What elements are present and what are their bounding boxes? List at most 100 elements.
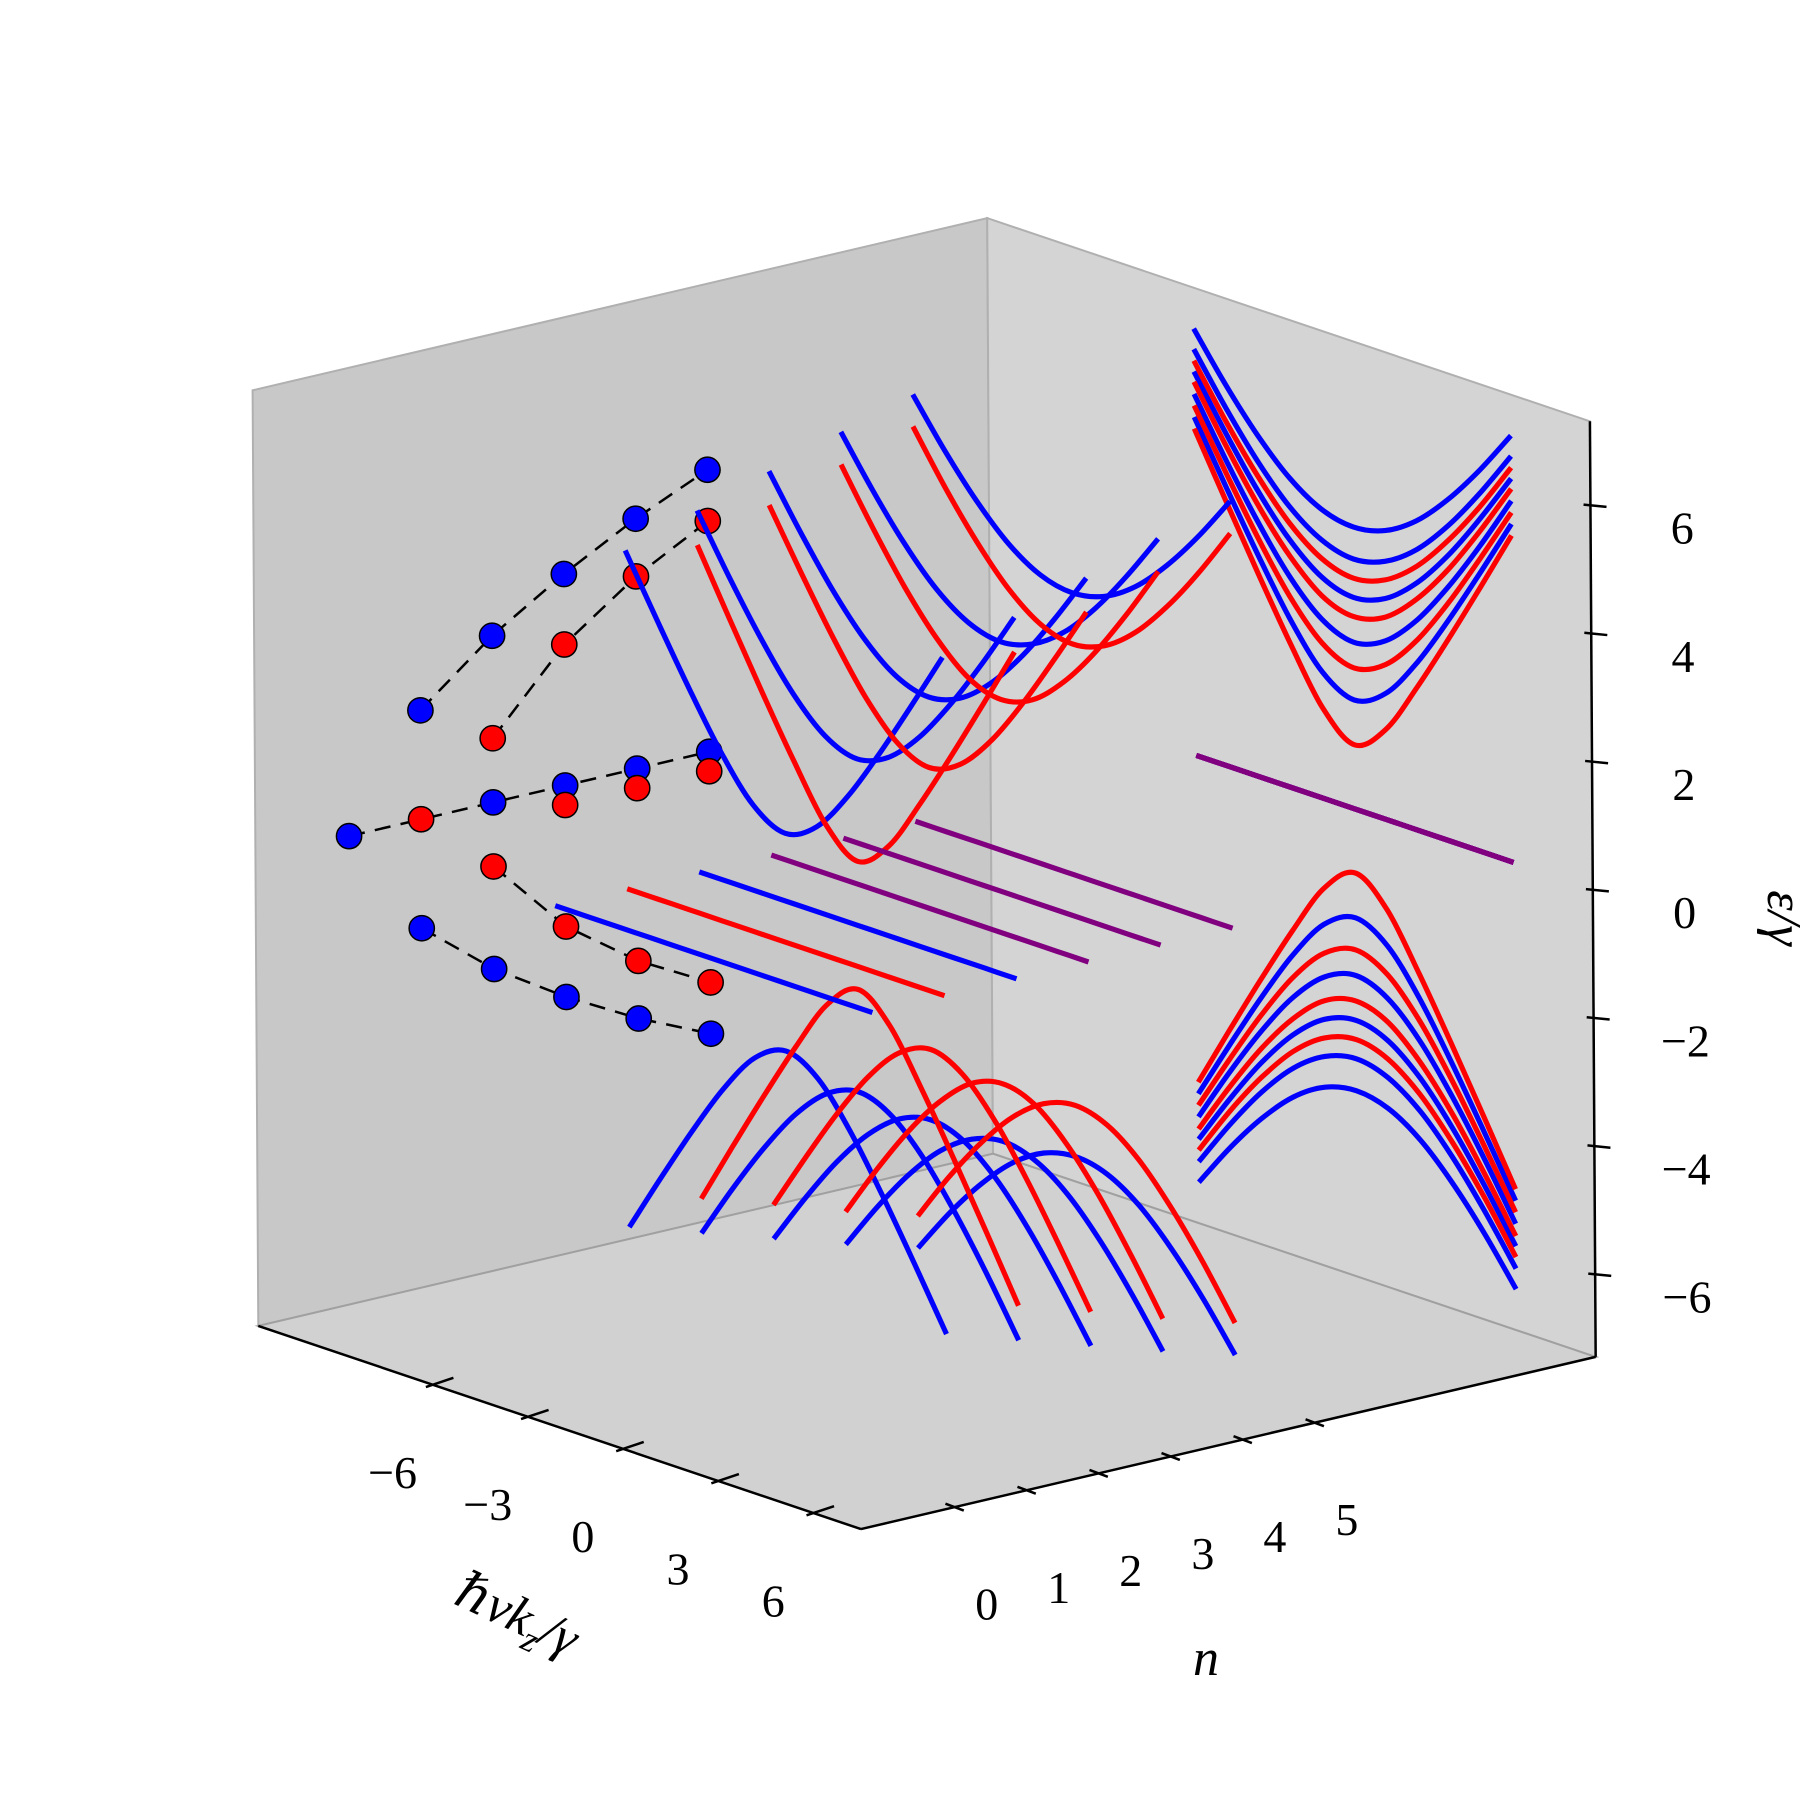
dot xyxy=(478,622,506,650)
wall-curve xyxy=(1191,427,1514,749)
dot xyxy=(480,955,508,983)
wall-curve xyxy=(1191,392,1514,647)
dot xyxy=(552,913,580,940)
z-tick xyxy=(1584,631,1608,637)
wall-curve xyxy=(1196,1034,1519,1259)
wall-curve xyxy=(1196,913,1518,1202)
z-tick-label: −6 xyxy=(1663,1272,1712,1323)
level-curve xyxy=(843,1078,1166,1320)
y-tick xyxy=(1305,1418,1325,1428)
level-curve xyxy=(842,835,1162,948)
dot xyxy=(408,914,436,942)
z-tick-label: 4 xyxy=(1672,631,1695,682)
level-curve xyxy=(915,1099,1238,1325)
z-tick-label: −2 xyxy=(1661,1015,1710,1066)
wall-curve xyxy=(1195,752,1515,865)
x-tick-label: 0 xyxy=(571,1511,594,1562)
x-tick-label: −3 xyxy=(463,1479,512,1530)
dot-chain xyxy=(492,865,711,984)
x-axis-label: ℏvkz/γ xyxy=(443,1562,588,1676)
z-tick xyxy=(1583,503,1607,509)
z-axis-label: ε/γ xyxy=(1756,890,1800,947)
y-tick-label: 1 xyxy=(1047,1562,1070,1613)
dot xyxy=(479,789,507,816)
wall-curve xyxy=(1197,1084,1519,1291)
wall-curve xyxy=(1191,404,1514,673)
y-tick-label: 4 xyxy=(1263,1511,1286,1562)
level-curve xyxy=(766,504,1089,772)
level-curve xyxy=(622,549,945,838)
dot xyxy=(694,456,721,484)
x-tick xyxy=(425,1376,454,1389)
y-tick xyxy=(1161,1451,1181,1462)
x-axis-line xyxy=(257,1324,862,1531)
dot xyxy=(624,947,652,975)
z-tick xyxy=(1587,1144,1611,1149)
level-curve xyxy=(843,1135,1166,1353)
level-curve xyxy=(699,986,1021,1307)
level-curve xyxy=(771,1114,1094,1347)
y-axis-label: n xyxy=(1193,1630,1219,1687)
x-tick xyxy=(806,1504,835,1517)
level-curve xyxy=(698,869,1018,982)
wall-curve xyxy=(1191,359,1514,584)
dot xyxy=(550,631,578,658)
z-tick xyxy=(1588,1272,1612,1278)
level-curve xyxy=(694,544,1017,865)
wall-curve xyxy=(1191,415,1514,704)
z-tick xyxy=(1584,759,1609,765)
wall-curve xyxy=(1196,1052,1519,1270)
y-tick-label: 2 xyxy=(1119,1545,1142,1596)
level-curve xyxy=(554,903,874,1016)
dot xyxy=(407,696,434,724)
y-tick-label: 3 xyxy=(1191,1528,1214,1579)
y-tick xyxy=(1017,1485,1037,1495)
dot xyxy=(479,724,507,752)
wall-curve xyxy=(1191,380,1514,622)
z-tick xyxy=(1585,887,1609,893)
dot xyxy=(335,822,363,850)
level-curve xyxy=(626,886,946,999)
dot xyxy=(551,791,579,819)
z-tick-label: 2 xyxy=(1672,759,1695,810)
dot xyxy=(622,505,650,533)
wall-curve xyxy=(1196,970,1519,1225)
y-tick-label: 0 xyxy=(975,1579,998,1630)
x-tick xyxy=(710,1472,740,1485)
level-curve xyxy=(699,1087,1022,1342)
level-curve xyxy=(914,818,1234,931)
x-tick xyxy=(615,1440,645,1453)
level-curve xyxy=(838,463,1161,705)
dot xyxy=(697,1020,725,1048)
wall-curve xyxy=(1196,945,1518,1214)
z-tick xyxy=(1586,1016,1610,1021)
dot xyxy=(697,969,724,996)
dot xyxy=(623,774,651,802)
y-tick xyxy=(1233,1434,1253,1445)
wall-curve xyxy=(1191,347,1513,565)
level-curve xyxy=(627,1047,949,1336)
wall-curve xyxy=(1196,869,1518,1191)
y-tick-label: 5 xyxy=(1335,1494,1358,1545)
dot xyxy=(695,757,723,785)
x-tick xyxy=(520,1408,549,1421)
z-tick-label: 0 xyxy=(1673,887,1696,938)
dot xyxy=(625,1005,653,1032)
x-tick-label: 3 xyxy=(667,1543,690,1594)
dot xyxy=(480,853,507,880)
level-curve xyxy=(910,425,1233,650)
level-curve xyxy=(770,852,1090,965)
wall-curve xyxy=(1191,327,1513,534)
z-tick-label: −4 xyxy=(1662,1143,1711,1194)
dot xyxy=(407,805,435,833)
wall-curve xyxy=(1191,370,1514,603)
level-curve xyxy=(694,509,1017,764)
y-tick xyxy=(1089,1468,1109,1478)
x-tick-label: −6 xyxy=(368,1447,417,1498)
level-curve xyxy=(910,393,1232,600)
y-tick xyxy=(944,1502,965,1512)
dot xyxy=(553,983,580,1011)
dot xyxy=(550,560,578,588)
wall-curve xyxy=(1196,1015,1519,1248)
